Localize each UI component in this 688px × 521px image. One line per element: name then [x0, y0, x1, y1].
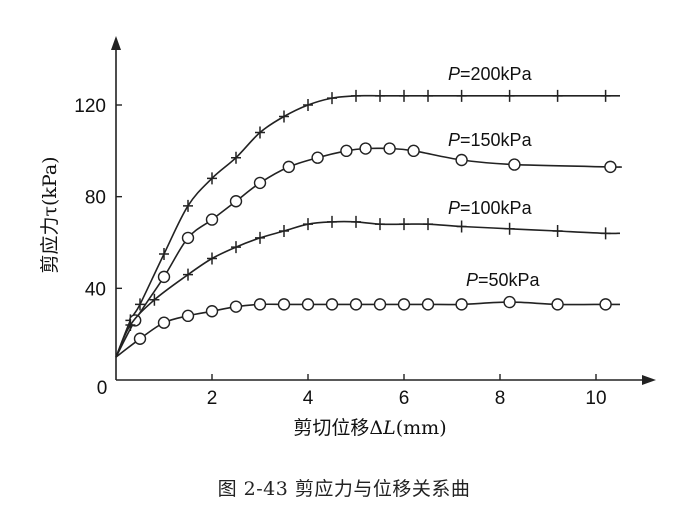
data-point-circle — [181, 231, 195, 245]
data-point-circle — [373, 298, 387, 311]
data-point-cross — [423, 218, 433, 231]
data-point-cross — [600, 89, 611, 102]
ticks: 2 4 6 8 10 40 80 120 — [74, 96, 606, 409]
data-point-cross — [351, 215, 361, 228]
series-label-4: P=50kPa — [466, 270, 541, 290]
data-point-circle — [604, 160, 617, 174]
data-point-circle — [325, 298, 339, 311]
data-point-cross — [125, 319, 136, 331]
data-point-cross — [207, 172, 217, 185]
x-tick-label: 6 — [399, 388, 410, 409]
data-point-circle — [508, 158, 521, 171]
series-label-1: P=200kPa — [448, 64, 533, 84]
data-point-circle — [157, 270, 171, 284]
x-tick-label: 2 — [207, 388, 218, 409]
series-1 — [115, 89, 620, 358]
data-point-circle — [407, 144, 420, 158]
data-point-circle — [311, 151, 324, 164]
data-point-circle — [253, 298, 267, 311]
data-point-cross — [149, 293, 160, 306]
data-point-cross — [255, 126, 265, 139]
data-point-circle — [205, 213, 219, 226]
data-point-cross — [255, 231, 265, 244]
data-point-circle — [301, 298, 315, 311]
data-point-cross — [504, 89, 515, 102]
data-point-circle — [383, 142, 396, 155]
data-point-cross — [456, 89, 467, 102]
data-point-circle — [397, 298, 411, 311]
series-label-2: P=150kPa — [448, 130, 533, 150]
series-2 — [115, 142, 622, 358]
data-point-circle — [181, 309, 195, 323]
data-point-cross — [552, 225, 563, 238]
data-point-cross — [600, 227, 611, 240]
data-point-circle — [421, 298, 435, 311]
data-point-cross — [327, 92, 337, 105]
data-point-circle — [253, 176, 267, 190]
series-label-3: P=100kPa — [448, 198, 533, 218]
data-point-circle — [503, 295, 516, 309]
data-point-cross — [504, 222, 515, 235]
data-point-cross — [399, 89, 409, 102]
y-axis-title: 剪应力τ(kPa) — [39, 156, 61, 273]
data-point-circle — [157, 316, 171, 329]
data-point-cross — [375, 218, 385, 231]
data-point-circle — [455, 298, 468, 311]
data-point-cross — [552, 89, 563, 102]
axes — [111, 36, 656, 385]
data-point-circle — [277, 298, 291, 311]
data-point-cross — [279, 110, 289, 123]
data-point-cross — [279, 225, 289, 238]
data-point-circle — [359, 142, 372, 155]
data-point-circle — [229, 300, 243, 313]
x-tick-label: 10 — [585, 388, 606, 409]
data-point-cross — [231, 151, 241, 164]
data-point-cross — [375, 89, 385, 102]
x-axis-arrow — [642, 375, 656, 385]
data-point-circle — [455, 153, 468, 167]
data-point-circle — [599, 298, 612, 311]
data-point-circle — [340, 144, 353, 158]
data-point-cross — [183, 268, 193, 281]
series-group — [115, 89, 622, 358]
y-tick-label: 120 — [74, 96, 106, 117]
y-tick-label: 40 — [85, 279, 106, 300]
data-point-circle — [349, 298, 363, 311]
series-4 — [115, 295, 620, 358]
y-axis-arrow — [111, 36, 121, 50]
data-point-cross — [423, 89, 433, 102]
data-point-circle — [282, 160, 295, 174]
data-point-cross — [135, 298, 145, 311]
series-line — [115, 147, 622, 358]
series-labels: P=200kPa P=150kPa P=100kPa P=50kPa — [448, 64, 541, 290]
data-point-circle — [551, 298, 564, 311]
data-point-cross — [351, 89, 361, 102]
data-point-cross — [303, 99, 313, 111]
data-point-circle — [133, 332, 147, 345]
x-axis-title: 剪切位移ΔL(mm) — [293, 417, 446, 439]
data-point-cross — [159, 247, 169, 260]
data-point-cross — [183, 199, 193, 212]
origin-label: 0 — [97, 378, 108, 399]
data-point-cross — [207, 252, 217, 265]
series-3 — [115, 215, 621, 358]
x-tick-label: 8 — [495, 388, 506, 409]
data-point-circle — [229, 195, 243, 208]
data-point-cross — [327, 215, 337, 228]
data-point-cross — [456, 220, 467, 233]
data-point-circle — [205, 305, 219, 318]
y-tick-label: 80 — [85, 188, 106, 209]
series-line — [115, 301, 620, 358]
x-tick-label: 4 — [303, 388, 314, 409]
data-point-cross — [399, 218, 409, 231]
figure-caption: 图 2-43 剪应力与位移关系曲 — [217, 478, 471, 500]
data-point-cross — [231, 241, 241, 254]
data-point-cross — [303, 218, 313, 231]
